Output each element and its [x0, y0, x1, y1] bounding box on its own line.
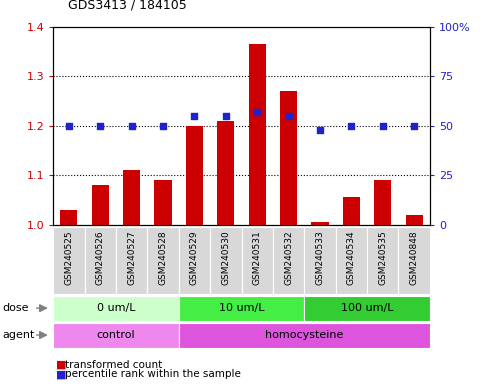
FancyBboxPatch shape — [273, 227, 304, 294]
Text: homocysteine: homocysteine — [265, 330, 343, 340]
Bar — [60, 210, 77, 225]
Text: dose: dose — [2, 303, 29, 313]
Point — [222, 113, 230, 119]
Point — [411, 123, 418, 129]
FancyBboxPatch shape — [85, 227, 116, 294]
Text: GSM240848: GSM240848 — [410, 230, 419, 285]
Text: GSM240535: GSM240535 — [378, 230, 387, 285]
Bar — [374, 180, 391, 225]
Point — [191, 113, 199, 119]
Text: GSM240526: GSM240526 — [96, 230, 105, 285]
Text: GSM240527: GSM240527 — [127, 230, 136, 285]
FancyBboxPatch shape — [336, 227, 367, 294]
Point — [128, 123, 135, 129]
Point — [348, 123, 355, 129]
Bar — [123, 170, 140, 225]
Point — [316, 127, 324, 133]
Text: GSM240528: GSM240528 — [158, 230, 168, 285]
Point — [97, 123, 104, 129]
Point — [65, 123, 73, 129]
Text: GSM240533: GSM240533 — [315, 230, 325, 285]
Point — [253, 109, 261, 115]
Bar — [92, 185, 109, 225]
Text: percentile rank within the sample: percentile rank within the sample — [65, 369, 241, 379]
FancyBboxPatch shape — [304, 296, 430, 321]
Text: agent: agent — [2, 330, 35, 340]
Text: ■: ■ — [56, 369, 66, 379]
Bar — [280, 91, 297, 225]
Text: GSM240530: GSM240530 — [221, 230, 230, 285]
Text: transformed count: transformed count — [65, 360, 162, 370]
FancyBboxPatch shape — [210, 227, 242, 294]
Text: GDS3413 / 184105: GDS3413 / 184105 — [68, 0, 186, 12]
FancyBboxPatch shape — [116, 227, 147, 294]
Text: GSM240534: GSM240534 — [347, 230, 356, 285]
Point — [159, 123, 167, 129]
Point — [379, 123, 387, 129]
Text: GSM240531: GSM240531 — [253, 230, 262, 285]
Bar — [312, 222, 328, 225]
FancyBboxPatch shape — [53, 227, 85, 294]
Bar — [249, 44, 266, 225]
FancyBboxPatch shape — [53, 296, 179, 321]
Text: 100 um/L: 100 um/L — [341, 303, 393, 313]
Text: control: control — [97, 330, 135, 340]
Text: GSM240532: GSM240532 — [284, 230, 293, 285]
Bar — [155, 180, 171, 225]
Text: GSM240529: GSM240529 — [190, 230, 199, 285]
Text: 0 um/L: 0 um/L — [97, 303, 135, 313]
FancyBboxPatch shape — [53, 323, 179, 348]
Text: GSM240525: GSM240525 — [64, 230, 73, 285]
FancyBboxPatch shape — [179, 323, 430, 348]
Point — [285, 113, 293, 119]
FancyBboxPatch shape — [304, 227, 336, 294]
Bar — [186, 126, 203, 225]
Bar — [217, 121, 234, 225]
FancyBboxPatch shape — [367, 227, 398, 294]
Text: 10 um/L: 10 um/L — [219, 303, 264, 313]
FancyBboxPatch shape — [398, 227, 430, 294]
Bar — [406, 215, 423, 225]
Text: ■: ■ — [56, 360, 66, 370]
FancyBboxPatch shape — [242, 227, 273, 294]
FancyBboxPatch shape — [179, 227, 210, 294]
Bar — [343, 197, 360, 225]
FancyBboxPatch shape — [147, 227, 179, 294]
FancyBboxPatch shape — [179, 296, 304, 321]
